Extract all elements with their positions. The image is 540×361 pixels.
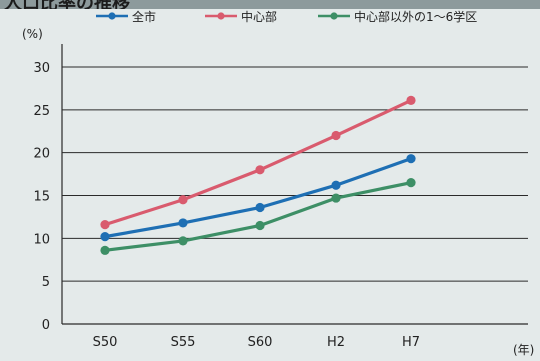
legend-swatch-marker <box>217 12 225 20</box>
x-tick-label: S50 <box>93 335 118 350</box>
legend-label: 中心部以外の1〜6学区 <box>354 9 477 24</box>
x-axis-unit: (年) <box>513 343 534 357</box>
legend-item-2: 中心部以外の1〜6学区 <box>318 9 477 24</box>
series-line <box>104 181 412 252</box>
data-point <box>255 202 265 213</box>
legend-item-1: 中心部 <box>205 9 277 24</box>
data-point <box>406 95 416 106</box>
data-point <box>100 220 110 230</box>
legend-label: 中心部 <box>241 9 277 24</box>
series-2 <box>100 178 416 255</box>
legend-item-0: 全市 <box>96 9 156 24</box>
y-tick-label: 10 <box>33 232 50 247</box>
data-point <box>178 195 188 205</box>
gridlines <box>62 66 528 282</box>
legend: 全市 中心部 中心部以外の1〜6学区 <box>96 9 477 24</box>
series-1 <box>100 95 416 230</box>
data-point <box>178 236 188 246</box>
axes: 0 5 10 15 20 25 30 S50 S55 S60 H2 H7 <box>33 44 528 350</box>
x-tick-label: H2 <box>327 335 345 350</box>
series-lines <box>100 95 416 255</box>
data-point <box>406 154 416 164</box>
data-point <box>100 245 110 255</box>
legend-label: 全市 <box>132 9 156 24</box>
legend-swatch-marker <box>330 12 338 20</box>
y-tick-label: 25 <box>33 104 50 119</box>
data-point <box>178 218 188 228</box>
legend-swatch-marker <box>108 12 116 20</box>
data-point <box>255 165 265 175</box>
page-title: 人口比率の推移 <box>4 0 130 9</box>
y-tick-label: 30 <box>33 61 50 76</box>
x-tick-label: S60 <box>248 335 273 350</box>
y-axis-unit: (%) <box>22 27 43 41</box>
y-tick-label: 5 <box>42 275 50 290</box>
title-band: 人口比率の推移 <box>0 0 540 9</box>
data-point <box>331 180 341 190</box>
x-tick-label: S55 <box>171 335 196 350</box>
data-point <box>406 178 416 188</box>
data-point <box>331 193 341 203</box>
y-tick-label: 20 <box>33 147 50 162</box>
data-point <box>331 130 341 141</box>
y-tick-label: 15 <box>33 190 50 205</box>
x-tick-label: H7 <box>402 335 420 350</box>
series-0 <box>100 154 416 242</box>
data-point <box>255 220 265 231</box>
y-tick-label: 0 <box>42 318 50 333</box>
data-point <box>100 232 110 242</box>
